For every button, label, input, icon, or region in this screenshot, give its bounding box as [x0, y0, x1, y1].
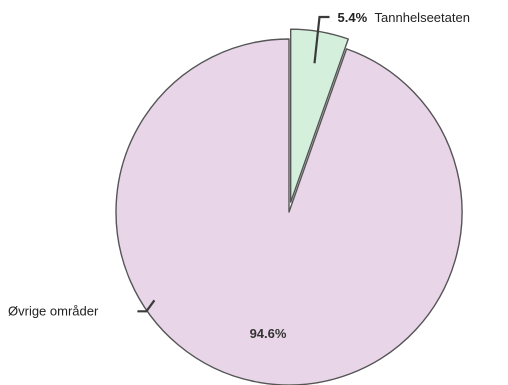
label-tannhelseetaten-name: Tannhelseetaten	[375, 10, 470, 25]
label-tannhelseetaten-pct: 5.4%	[338, 10, 368, 25]
label-ovrige-omrader: Øvrige områder	[8, 303, 99, 318]
leader-line-tannhelseetaten	[313, 15, 330, 64]
leader-line-ovrige-omrader	[137, 299, 156, 313]
slice-tannhelseetaten	[289, 28, 349, 203]
slice-ovrige-omrader	[115, 38, 463, 385]
slice-ovrige-omrader-pct: 94.6%	[250, 326, 287, 341]
label-tannhelseetaten: 5.4% Tannhelseetaten	[338, 10, 470, 25]
